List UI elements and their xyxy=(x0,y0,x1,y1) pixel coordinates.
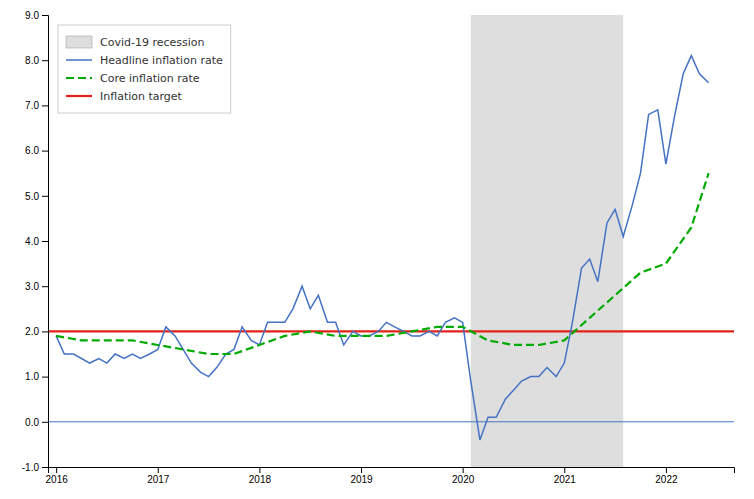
tick: 2021 xyxy=(554,467,577,485)
tick-mark xyxy=(361,467,362,473)
y-axis: -1.0 0.0 1.0 2.0 3.0 4.0 5.0 6.0 7.0 8.0 9.0 xyxy=(22,10,49,473)
tick: 2020 xyxy=(452,467,475,485)
tick: 7.0 xyxy=(25,100,48,111)
tick-label: 0.0 xyxy=(25,417,39,428)
chart-container: -1.00.01.02.03.04.05.06.07.08.09.0201620… xyxy=(0,0,754,499)
tick: 2017 xyxy=(147,467,170,485)
tick-mark xyxy=(42,331,48,332)
legend-swatch xyxy=(66,36,92,48)
tick: 2022 xyxy=(655,467,678,485)
tick-label: 1.0 xyxy=(25,371,39,382)
tick-label: 5.0 xyxy=(25,191,39,202)
axis-line xyxy=(49,468,735,474)
tick-mark xyxy=(42,467,48,468)
tick-mark xyxy=(666,467,667,473)
tick: 2018 xyxy=(249,467,272,485)
tick-mark xyxy=(42,422,48,423)
reference-line xyxy=(48,330,734,332)
marks xyxy=(48,15,734,467)
tick-label: 2018 xyxy=(249,474,272,485)
tick-mark xyxy=(42,105,48,106)
tick: 2016 xyxy=(46,467,69,485)
tick-label: 2016 xyxy=(46,474,69,485)
legend: Covid-19 recession Headline inflation rat… xyxy=(58,25,231,113)
tick-label: 6.0 xyxy=(25,145,39,156)
tick-label: 2019 xyxy=(350,474,373,485)
tick-label: 2017 xyxy=(147,474,170,485)
legend-label: Inflation target xyxy=(100,90,183,103)
tick-mark xyxy=(42,196,48,197)
legend-swatch xyxy=(66,59,92,61)
tick-mark xyxy=(42,241,48,242)
tick-label: 2021 xyxy=(554,474,577,485)
tick-mark xyxy=(56,467,57,473)
tick-label: -1.0 xyxy=(22,462,40,473)
legend-swatch xyxy=(66,95,92,97)
x-axis: 2016 2017 2018 2019 2020 2021 2022 xyxy=(46,467,735,485)
tick-mark xyxy=(463,467,464,473)
axis-line xyxy=(42,16,49,468)
legend-box xyxy=(58,25,231,113)
tick-label: 2020 xyxy=(452,474,475,485)
tick-mark xyxy=(42,286,48,287)
baseline xyxy=(48,421,734,422)
legend-label: Core inflation rate xyxy=(100,72,200,85)
tick-label: 7.0 xyxy=(25,100,39,111)
tick-mark xyxy=(564,467,565,473)
legend-label: Covid-19 recession xyxy=(100,36,205,49)
tick: 3.0 xyxy=(25,281,48,292)
legend-label: Headline inflation rate xyxy=(100,54,223,67)
tick-mark xyxy=(259,467,260,473)
tick-label: 2.0 xyxy=(25,326,39,337)
tick-mark xyxy=(42,60,48,61)
chart-svg: -1.00.01.02.03.04.05.06.07.08.09.0201620… xyxy=(0,0,754,499)
tick-label: 8.0 xyxy=(25,55,39,66)
tick: 8.0 xyxy=(25,55,48,66)
tick-mark xyxy=(42,15,48,16)
legend-swatch xyxy=(66,77,92,79)
series-line xyxy=(56,173,708,354)
tick-mark xyxy=(158,467,159,473)
tick-label: 2022 xyxy=(655,474,678,485)
tick-label: 4.0 xyxy=(25,236,39,247)
tick: 2019 xyxy=(350,467,373,485)
tick: -1.0 xyxy=(22,462,48,473)
tick: 0.0 xyxy=(25,417,48,428)
tick: 4.0 xyxy=(25,236,48,247)
tick: 2.0 xyxy=(25,326,48,337)
tick-label: 9.0 xyxy=(25,10,39,21)
tick-mark xyxy=(42,151,48,152)
plot-area: -1.00.01.02.03.04.05.06.07.08.09.0201620… xyxy=(22,10,735,485)
shaded-region xyxy=(471,15,623,467)
tick: 5.0 xyxy=(25,191,48,202)
tick: 6.0 xyxy=(25,145,48,156)
tick: 1.0 xyxy=(25,371,48,382)
tick-label: 3.0 xyxy=(25,281,39,292)
tick: 9.0 xyxy=(25,10,48,21)
tick-mark xyxy=(42,377,48,378)
